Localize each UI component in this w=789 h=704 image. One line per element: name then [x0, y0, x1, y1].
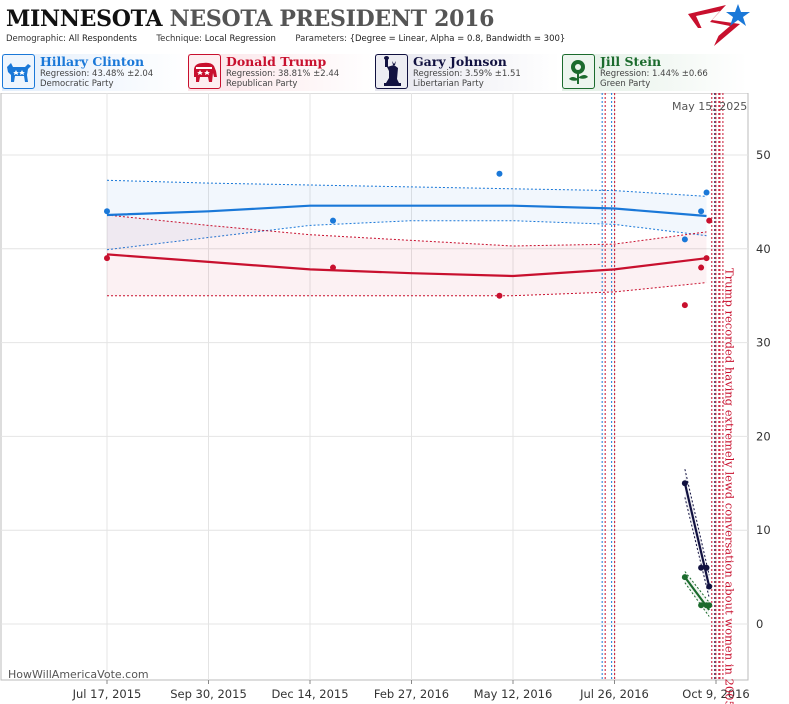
watermark: HowWillAmericaVote.com [8, 668, 149, 681]
upper-bound-donald-trump [106, 214, 707, 247]
y-tick-label: 40 [756, 242, 771, 256]
elephant-icon [188, 54, 221, 89]
poll-chart: Jul 17, 2015 Sep 30, 2015 Dec 14, 2015 Feb … [0, 93, 771, 704]
race-name: NESOTA PRESIDENT 2016 [169, 6, 495, 32]
candidate-regression: Regression: 43.48% ±2.04 [40, 69, 154, 79]
y-tick-label: 20 [756, 429, 771, 443]
event-lines [601, 93, 724, 680]
poll-point-gary-johnson [681, 480, 688, 487]
header: MINNESOTA NESOTA PRESIDENT 2016 Demograp… [0, 0, 789, 93]
poll-point-donald-trump [330, 264, 337, 271]
site-logo-icon [688, 4, 750, 46]
candidate-party: Libertarian Party [413, 79, 484, 89]
page-title: MINNESOTA NESOTA PRESIDENT 2016 [6, 6, 494, 32]
x-tick-label: Feb 27, 2016 [374, 687, 449, 701]
x-tick-label: Dec 14, 2015 [271, 687, 348, 701]
candidate-name: Jill Stein [600, 54, 662, 69]
technique-label: Technique: [156, 34, 203, 44]
y-tick-label: 30 [756, 336, 771, 350]
confidence-band-donald-trump [107, 215, 707, 296]
event-annotation: Trump recorded having extremely lewd con… [722, 268, 736, 704]
liberty-statue-icon [375, 54, 408, 89]
candidate-party: Republican Party [226, 79, 298, 89]
legend-item-johnson: Gary Johnson Regression: 3.59% ±1.51 Lib… [375, 54, 560, 91]
y-tick-label: 10 [756, 523, 771, 537]
legend-item-trump: Donald Trump Regression: 38.81% ±2.44 Re… [188, 54, 373, 91]
candidate-regression: Regression: 1.44% ±0.66 [600, 69, 708, 79]
parameters-line: Demographic: All Respondents Technique: … [6, 34, 565, 44]
candidate-name: Donald Trump [226, 54, 327, 69]
poll-point-gary-johnson [703, 564, 710, 571]
upper-bound-jill-stein [684, 571, 710, 603]
legend-item-stein: Jill Stein Regression: 1.44% ±0.66 Green… [562, 54, 747, 91]
as-of-date: May 15, 2025 [672, 100, 748, 113]
y-tick-label: 50 [756, 148, 771, 162]
poll-point-hillary-clinton [681, 236, 688, 243]
x-tick-label: Jul 26, 2016 [579, 687, 649, 701]
x-tick-label: Jul 17, 2015 [72, 687, 142, 701]
poll-point-gary-johnson [698, 564, 705, 571]
poll-point-hillary-clinton [703, 189, 710, 196]
x-tick-label: Sep 30, 2015 [170, 687, 247, 701]
poll-point-jill-stein [681, 574, 688, 581]
lower-bound-jill-stein [684, 582, 710, 617]
poll-point-hillary-clinton [330, 217, 337, 224]
poll-point-donald-trump [681, 302, 688, 309]
trend-line-hillary-clinton [106, 204, 707, 218]
candidate-party: Green Party [600, 79, 651, 89]
poll-point-donald-trump [496, 292, 503, 299]
candidate-party: Democratic Party [40, 79, 114, 89]
lower-bound-gary-johnson [684, 497, 710, 598]
poll-point-donald-trump [698, 264, 705, 271]
trend-line-donald-trump [106, 253, 707, 278]
candidate-regression: Regression: 3.59% ±1.51 [413, 69, 521, 79]
state-name: MINNESOTA [6, 6, 163, 32]
parameters-label: Parameters: [295, 34, 347, 44]
poll-point-hillary-clinton [698, 208, 705, 215]
axes: Jul 17, 2015 Sep 30, 2015 Dec 14, 2015 Feb … [72, 148, 771, 701]
confidence-band-hillary-clinton [107, 180, 707, 250]
candidate-name: Hillary Clinton [40, 54, 145, 69]
poll-point-jill-stein [698, 602, 705, 609]
poll-point-donald-trump [706, 217, 713, 224]
demographic-value: All Respondents [68, 34, 137, 44]
poll-point-jill-stein [706, 602, 713, 609]
flower-icon [562, 54, 595, 89]
candidate-name: Gary Johnson [413, 54, 507, 69]
poll-point-hillary-clinton [496, 170, 503, 177]
lower-bound-donald-trump [107, 282, 707, 297]
lower-bound-hillary-clinton [106, 220, 707, 251]
poll-point-gary-johnson [706, 583, 713, 590]
poll-point-hillary-clinton [104, 208, 110, 215]
y-tick-label: 0 [756, 617, 763, 631]
legend-item-clinton: Hillary Clinton Regression: 43.48% ±2.04… [2, 54, 187, 91]
series-layer [104, 170, 713, 611]
technique-value: Local Regression [204, 34, 276, 44]
demographic-label: Demographic: [6, 34, 67, 44]
parameters-value: {Degree = Linear, Alpha = 0.8, Bandwidth… [349, 34, 566, 44]
donkey-icon [2, 54, 35, 89]
candidate-regression: Regression: 38.81% ±2.44 [226, 69, 340, 79]
x-tick-label: May 12, 2016 [474, 687, 553, 701]
x-tick-label: Oct 9, 2016 [682, 687, 749, 701]
poll-point-donald-trump [104, 255, 110, 262]
upper-bound-hillary-clinton [106, 179, 707, 197]
poll-point-donald-trump [703, 255, 710, 262]
